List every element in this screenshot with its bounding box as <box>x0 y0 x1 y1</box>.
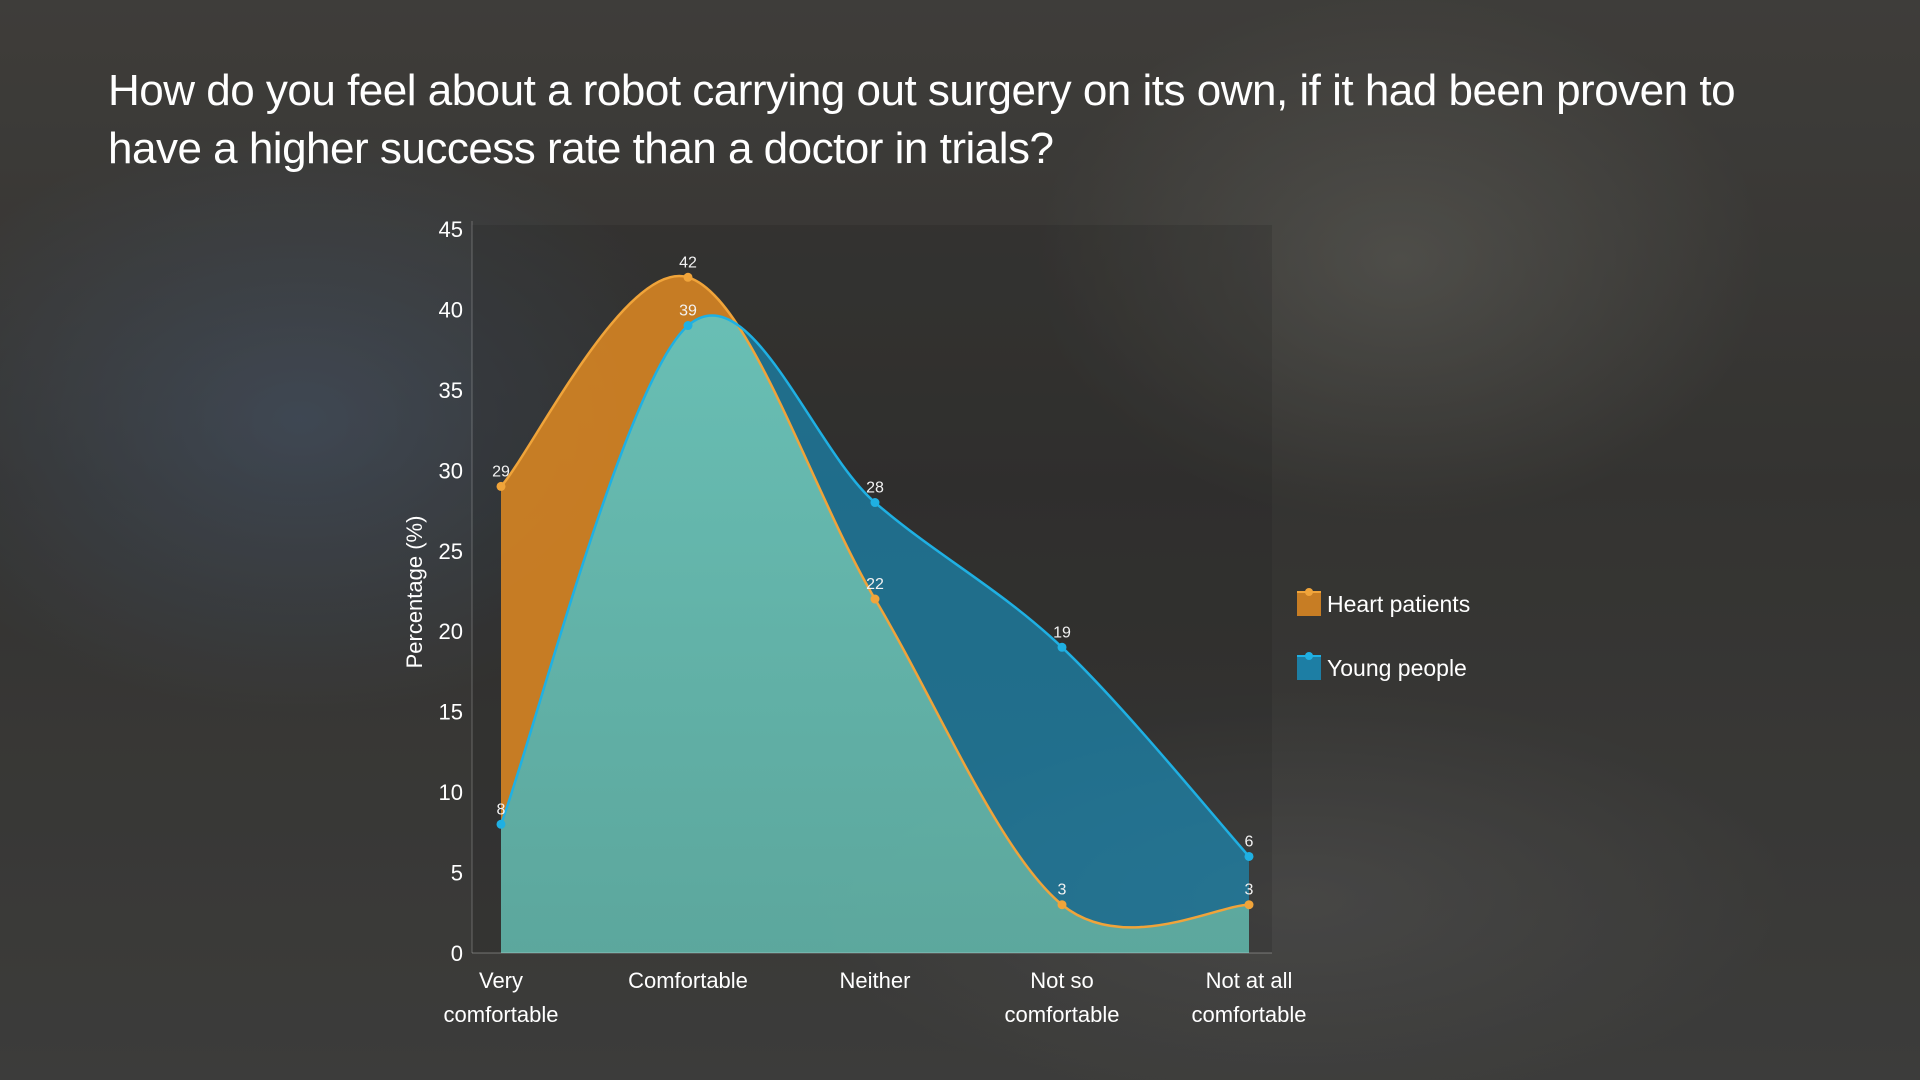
data-label-heart-patients: 3 <box>1058 882 1067 899</box>
data-point-heart-patients <box>870 594 880 604</box>
y-tick-label: 20 <box>439 619 463 644</box>
chart-title: How do you feel about a robot carrying o… <box>108 66 1736 173</box>
y-tick-label: 30 <box>439 458 463 483</box>
y-tick-label: 15 <box>439 700 463 725</box>
legend-label: Young people <box>1327 655 1467 681</box>
data-point-heart-patients <box>1057 900 1067 910</box>
y-tick-label: 35 <box>439 378 463 403</box>
y-tick-label: 5 <box>451 861 463 886</box>
data-label-heart-patients: 42 <box>679 254 697 271</box>
x-tick-label: Very comfortable <box>444 968 559 1027</box>
legend-marker <box>1305 588 1313 596</box>
data-point-heart-patients <box>1244 900 1254 910</box>
data-label-young-people: 39 <box>679 303 697 320</box>
data-label-heart-patients: 22 <box>866 576 884 593</box>
data-label-young-people: 19 <box>1053 624 1071 641</box>
y-tick-label: 40 <box>439 297 463 322</box>
data-label-young-people: 8 <box>497 801 506 818</box>
legend-marker <box>1305 652 1313 660</box>
x-tick-label: Neither <box>840 968 911 993</box>
x-tick-label: Not at all comfortable <box>1192 968 1307 1027</box>
data-label-heart-patients: 3 <box>1245 882 1254 899</box>
data-label-young-people: 6 <box>1245 833 1254 850</box>
data-point-heart-patients <box>496 481 506 491</box>
data-label-young-people: 28 <box>866 480 884 497</box>
data-point-young-people <box>870 498 880 508</box>
series-line-heart-patients <box>500 274 1250 929</box>
y-tick-label: 10 <box>439 780 463 805</box>
y-tick-label: 0 <box>451 941 463 966</box>
y-tick-label: 25 <box>439 539 463 564</box>
data-label-heart-patients: 29 <box>492 463 510 480</box>
x-axis: Very comfortable Comfortable Neither Not so c… <box>444 952 1307 1027</box>
data-point-heart-patients <box>683 272 693 282</box>
data-point-young-people <box>1244 851 1254 861</box>
legend-label: Heart patients <box>1327 591 1470 617</box>
data-labels: 29 42 22 3 3 8 39 28 19 6 <box>492 254 1253 898</box>
x-tick-label: Not so comfortable <box>1005 968 1120 1027</box>
y-tick-label: 45 <box>439 217 463 242</box>
y-axis-title: Percentage (%) <box>402 516 427 669</box>
data-point-young-people <box>496 819 506 829</box>
x-tick-label: Comfortable <box>628 968 748 993</box>
data-point-young-people <box>683 321 693 331</box>
y-axis: 0 5 10 15 20 25 30 35 40 45 <box>439 217 473 966</box>
legend: Heart patients Young people <box>1297 588 1470 681</box>
series-layer <box>496 272 1254 953</box>
series-line-young-people <box>499 314 1250 858</box>
data-point-young-people <box>1057 642 1067 652</box>
